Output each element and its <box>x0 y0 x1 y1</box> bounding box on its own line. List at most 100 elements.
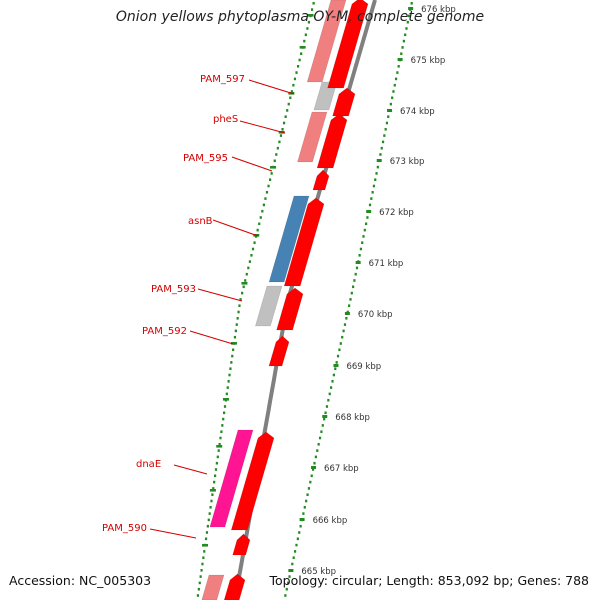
kbp-label: 666 kbp <box>313 516 348 526</box>
leader-line <box>197 288 243 302</box>
cds-feature-bottom <box>223 573 246 600</box>
gc-dot <box>262 203 265 207</box>
gc-dot <box>371 191 374 194</box>
leader-line <box>189 330 234 345</box>
gc-dot <box>317 443 320 446</box>
gc-dot <box>293 550 297 553</box>
gc-dot <box>197 587 200 591</box>
kbp-tick <box>288 569 294 572</box>
gc-dot <box>354 272 357 276</box>
gc-dot <box>208 512 211 515</box>
kbp-tick <box>299 518 305 521</box>
gc-dot <box>276 146 279 150</box>
gc-dot <box>251 247 255 251</box>
gc-dot <box>285 587 288 591</box>
gc-dot <box>292 556 295 559</box>
gc-dot <box>216 455 219 459</box>
gc-dot <box>394 77 398 81</box>
gc-dot <box>298 531 301 534</box>
gc-dot <box>265 191 269 194</box>
gc-dot <box>349 298 352 301</box>
gc-dot <box>284 115 287 118</box>
gc-dot <box>385 121 389 125</box>
gc-dot <box>366 216 369 219</box>
gc-dot <box>331 380 334 383</box>
gc-dot <box>330 386 333 389</box>
gc-dot <box>401 46 404 49</box>
kbp-tick <box>387 109 393 112</box>
gc-dot <box>211 493 214 496</box>
gc-dot <box>212 487 215 490</box>
gc-dot <box>375 172 378 175</box>
gc-dot <box>293 77 297 81</box>
gc-dot <box>222 417 225 421</box>
gc-dot <box>381 140 385 144</box>
gc-dot <box>196 594 200 597</box>
kbp-label: 671 kbp <box>369 259 404 269</box>
gc-dot <box>350 291 353 295</box>
gc-dot <box>335 361 338 364</box>
gc-dot <box>397 65 400 68</box>
kbp-label: 674 kbp <box>400 107 435 117</box>
gc-dot <box>235 323 238 326</box>
gc-tick <box>216 445 223 448</box>
gc-dot <box>374 178 377 181</box>
gc-dot <box>310 8 314 11</box>
gc-dot <box>295 71 298 74</box>
gc-dot <box>282 121 286 125</box>
kbp-tick <box>397 58 403 61</box>
gc-dot <box>202 556 205 559</box>
cds-feature-dnae <box>230 431 275 531</box>
accession-text: Accession: NC_005303 <box>9 573 152 588</box>
gc-dot <box>237 310 240 314</box>
gc-dot <box>253 241 256 244</box>
gc-dot <box>323 417 326 421</box>
gc-dot <box>239 298 242 301</box>
gc-dot <box>268 178 272 181</box>
cds-feature-track <box>223 0 369 600</box>
gc-dot <box>406 20 409 24</box>
gc-dot <box>221 424 224 427</box>
gc-tick <box>270 166 277 169</box>
gc-dot <box>214 468 218 471</box>
gene-label-dnae: dnaE <box>136 459 161 470</box>
kbp-tick <box>344 312 350 315</box>
gc-dot <box>236 317 239 320</box>
gc-dot <box>270 172 273 175</box>
gc-dot <box>307 487 311 490</box>
gc-dot <box>368 203 372 207</box>
gc-dot <box>242 285 245 289</box>
gc-dot <box>342 329 345 333</box>
kbp-label: 669 kbp <box>346 362 381 372</box>
kbp-tick <box>408 7 414 10</box>
cds-feature-pam-590 <box>232 533 251 556</box>
gc-dot <box>300 52 303 55</box>
gc-dot <box>309 480 312 484</box>
gc-dot <box>359 247 363 251</box>
gc-dot <box>370 197 373 200</box>
gc-dot <box>355 266 359 270</box>
leader-line <box>149 528 197 539</box>
gc-dot <box>313 461 316 465</box>
gc-dot <box>379 153 382 156</box>
gc-dot <box>229 367 232 370</box>
gc-dot <box>213 474 217 478</box>
gc-tick <box>230 342 237 345</box>
gc-dot <box>302 512 305 515</box>
gc-dot <box>404 33 407 37</box>
cds-feature-asnb <box>283 197 325 287</box>
cog-feature-dnae <box>209 429 254 528</box>
gc-dot <box>267 184 270 188</box>
gc-dot <box>279 134 283 137</box>
gc-dot <box>353 279 356 282</box>
gc-dot <box>198 581 201 585</box>
gc-dot <box>290 90 293 93</box>
gc-dot <box>303 39 306 43</box>
kbp-label: 667 kbp <box>324 464 359 474</box>
kbp-tick <box>376 159 382 162</box>
gc-dot <box>332 373 335 377</box>
kbp-label: 676 kbp <box>421 5 456 15</box>
gc-dot <box>383 134 386 137</box>
gc-dot <box>320 430 323 433</box>
gene-label-asnb: asnB <box>188 216 213 227</box>
